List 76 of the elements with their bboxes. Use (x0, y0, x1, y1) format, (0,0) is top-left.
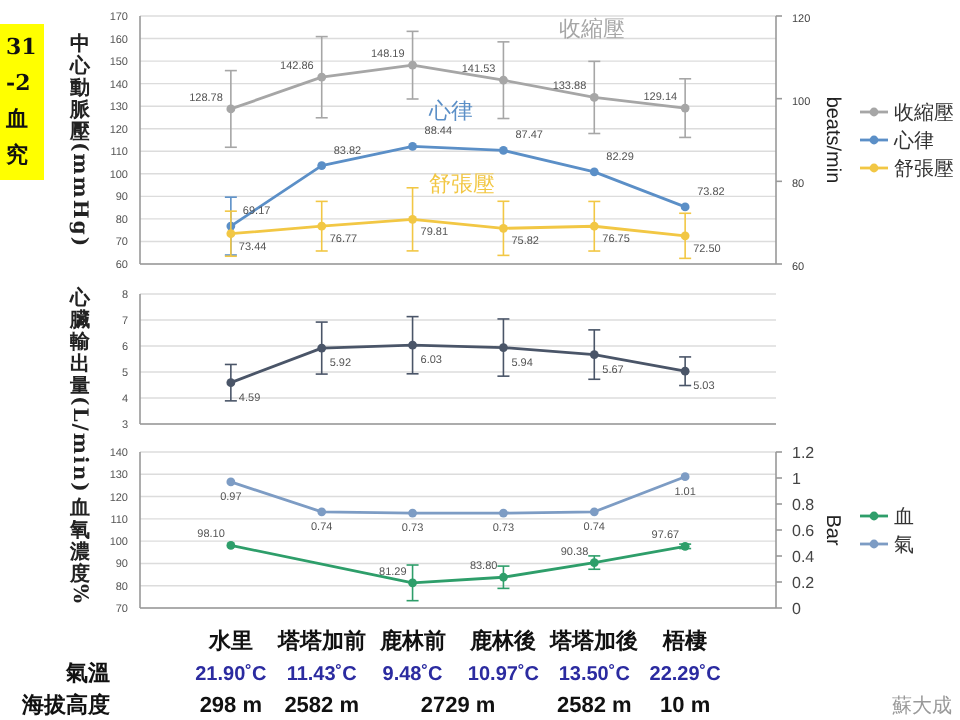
x-tick-label: 塔塔加後 (548, 628, 639, 654)
point (408, 142, 417, 151)
point (589, 507, 599, 517)
text: 血 (4, 106, 28, 132)
point (317, 161, 327, 170)
point (408, 578, 417, 588)
text: 舒張壓 (428, 171, 495, 198)
point (226, 540, 236, 550)
point (589, 167, 599, 177)
text: 收縮壓 (559, 16, 626, 43)
text: 22.29˚C (649, 662, 721, 686)
text: 298 m (199, 694, 263, 718)
text: 中心動脈壓 (mmHg) (68, 33, 90, 247)
text: -2 (6, 70, 31, 96)
text: 21.90˚C (195, 662, 267, 686)
point (317, 72, 327, 82)
point (680, 231, 690, 241)
text: 9.48˚C (382, 662, 443, 686)
y2-tick-label: 0.6 (792, 522, 816, 540)
point (680, 472, 690, 482)
point (499, 343, 508, 352)
text: 2582 m (556, 694, 633, 718)
point (408, 214, 417, 224)
x-tick-label: 鹿林前 (377, 628, 446, 654)
text: 31 (6, 34, 37, 60)
point (499, 146, 508, 155)
point (680, 366, 690, 376)
text: 11.43˚C (286, 662, 357, 686)
text: 13.50˚C (558, 662, 630, 686)
x-tick-label: 水里 (206, 628, 253, 654)
point (499, 508, 508, 518)
point (499, 223, 508, 233)
point (226, 477, 236, 487)
x-tick-label: 鹿林後 (468, 628, 537, 654)
legend-label: 心律 (892, 129, 934, 153)
legend-label: 血 (894, 505, 914, 529)
y2-tick-label: 0 (792, 600, 802, 618)
point (680, 202, 690, 212)
y2-tick-label: 0.8 (792, 496, 816, 514)
text: 氣溫 (64, 660, 110, 686)
y2-tick-label: 0.2 (792, 574, 816, 592)
legend-label: 舒張壓 (894, 157, 954, 181)
legend-label: 收縮壓 (894, 101, 954, 125)
point (226, 104, 236, 114)
point (317, 507, 327, 517)
text: 心臟輸出量 (L/min) (68, 288, 90, 492)
y2-tick-label: 1 (792, 470, 802, 488)
text: 2729 m (420, 694, 496, 718)
y-axis-title: 血氧濃度% (68, 496, 90, 604)
text: 2582 m (284, 694, 360, 718)
y2-axis-title: beats/min (821, 96, 843, 184)
y2-axis-title: Bar (821, 514, 843, 547)
text: 心律 (428, 98, 473, 125)
text: 海拔高度 (20, 692, 110, 718)
point (226, 378, 236, 388)
x-tick-label: 梧棲 (661, 628, 708, 654)
point (499, 75, 508, 85)
text: 蘇大成 (892, 694, 952, 718)
point (408, 508, 417, 518)
y2-tick-label: 1.2 (792, 444, 816, 462)
point (589, 350, 599, 359)
point (589, 221, 599, 231)
x-tick-label: 塔塔加前 (275, 628, 366, 654)
point (589, 93, 599, 102)
text: 究 (6, 142, 28, 168)
point (317, 343, 327, 353)
point (499, 572, 508, 582)
legend-label: 氣 (894, 535, 914, 557)
point (680, 103, 690, 113)
text: 10 m (660, 694, 711, 718)
text: 10.97˚C (467, 662, 540, 686)
point (317, 221, 327, 231)
point (408, 60, 417, 70)
y2-tick-label: 0.4 (792, 548, 816, 566)
point (408, 340, 417, 350)
point (226, 229, 236, 239)
